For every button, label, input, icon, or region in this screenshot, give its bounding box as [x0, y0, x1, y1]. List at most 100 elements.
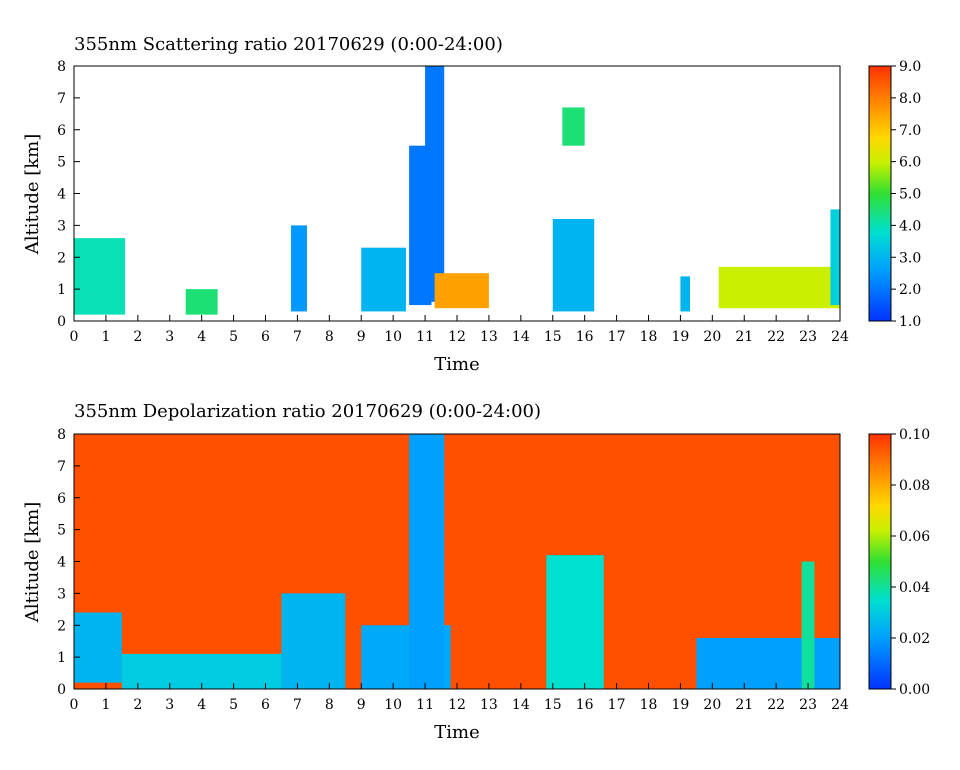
x-tick-label: 11 — [416, 697, 434, 713]
heatmap-region — [74, 612, 122, 683]
x-tick-label: 19 — [672, 329, 690, 345]
y-tick-label: 0 — [57, 682, 66, 698]
y-tick-label: 1 — [57, 282, 66, 298]
y-tick-label: 7 — [57, 459, 66, 475]
colorbar-tick-label: 1.0 — [899, 314, 921, 330]
x-tick-label: 15 — [544, 329, 562, 345]
x-tick-label: 12 — [448, 329, 466, 345]
colorbar-tick-label: 0.10 — [899, 427, 930, 443]
x-tick-label: 4 — [197, 697, 206, 713]
colorbar-tick-label: 3.0 — [899, 250, 921, 266]
heatmap-region — [696, 638, 840, 689]
x-tick-label: 0 — [70, 329, 79, 345]
x-tick-label: 14 — [512, 329, 530, 345]
y-tick-label: 4 — [57, 187, 66, 203]
x-tick-label: 20 — [703, 697, 721, 713]
colorbar-tick-label: 0.02 — [899, 631, 930, 647]
colorbar-ticks: 0.00 0.02 0.04 0.06 0.08 0.10 — [891, 427, 930, 698]
chart-title: 355nm Depolarization ratio 20170629 (0:0… — [74, 401, 541, 422]
chart-title: 355nm Scattering ratio 20170629 (0:00-24… — [74, 34, 503, 55]
x-axis-label: Time — [434, 722, 479, 743]
x-tick-label: 22 — [767, 697, 785, 713]
x-tick-label: 24 — [831, 329, 849, 345]
x-tick-label: 4 — [197, 329, 206, 345]
panel-depolarization-ratio: 355nm Depolarization ratio 20170629 (0:0… — [22, 401, 930, 743]
x-tick-label: 24 — [831, 697, 849, 713]
x-tick-label: 13 — [480, 697, 498, 713]
heatmap-region — [409, 434, 445, 689]
y-axis-label: Altitude [km] — [22, 134, 43, 256]
x-tick-label: 11 — [416, 329, 434, 345]
x-tick-label: 3 — [165, 697, 174, 713]
y-tick-label: 8 — [57, 427, 66, 443]
heatmap-region — [830, 209, 840, 306]
y-tick-label: 8 — [57, 59, 66, 75]
x-tick-label: 20 — [703, 329, 721, 345]
y-tick-label: 0 — [57, 314, 66, 330]
y-tick-label: 4 — [57, 555, 66, 571]
y-tick-label: 6 — [57, 123, 66, 139]
heatmap-data — [74, 66, 840, 315]
y-tick-label: 5 — [57, 523, 66, 539]
y-tick-label: 7 — [57, 91, 66, 107]
heatmap-region — [74, 238, 126, 315]
x-tick-label: 10 — [384, 697, 402, 713]
colorbar-tick-label: 0.00 — [899, 682, 930, 698]
colorbar-tick-label: 4.0 — [899, 218, 921, 234]
x-tick-label: 3 — [165, 329, 174, 345]
heatmap-region — [680, 276, 690, 312]
x-tick-label: 9 — [357, 697, 366, 713]
x-tick-label: 12 — [448, 697, 466, 713]
colorbar-tick-label: 2.0 — [899, 282, 921, 298]
heatmap-region — [718, 266, 840, 309]
x-tick-label: 16 — [576, 329, 594, 345]
heatmap-region — [291, 225, 307, 312]
x-tick-label: 22 — [767, 329, 785, 345]
x-tick-label: 0 — [70, 697, 79, 713]
x-tick-label: 8 — [325, 697, 334, 713]
x-tick-label: 1 — [101, 697, 110, 713]
colorbar-tick-label: 8.0 — [899, 91, 921, 107]
x-tick-label: 2 — [133, 697, 142, 713]
heatmap-region — [434, 273, 489, 309]
x-tick-label: 17 — [608, 329, 626, 345]
colorbar — [868, 433, 892, 690]
y-tick-label: 3 — [57, 586, 66, 602]
panel-scattering-ratio: 355nm Scattering ratio 20170629 (0:00-24… — [22, 34, 921, 375]
colorbar-tick-label: 6.0 — [899, 155, 921, 171]
x-tick-label: 10 — [384, 329, 402, 345]
x-tick-label: 13 — [480, 329, 498, 345]
x-tick-label: 5 — [229, 329, 238, 345]
x-tick-label: 16 — [576, 697, 594, 713]
x-tick-label: 8 — [325, 329, 334, 345]
y-tick-label: 5 — [57, 155, 66, 171]
heatmap-region — [562, 107, 585, 146]
x-tick-label: 23 — [799, 329, 817, 345]
heatmap-region — [546, 555, 604, 689]
colorbar-tick-label: 7.0 — [899, 123, 921, 139]
x-tick-label: 21 — [735, 697, 753, 713]
colorbar-tick-label: 0.08 — [899, 478, 930, 494]
y-axis-label: Altitude [km] — [22, 502, 43, 624]
x-tick-label: 7 — [293, 697, 302, 713]
y-tick-label: 1 — [57, 650, 66, 666]
y-tick-label: 2 — [57, 250, 66, 266]
x-tick-label: 17 — [608, 697, 626, 713]
axis-ticks: 0 1 2 3 4 5 6 7 8 9 10 11 12 13 14 15 16 17 18 19 20 21 22 23 24… — [57, 59, 849, 345]
x-tick-label: 18 — [640, 329, 658, 345]
axis-ticks: 0 1 2 3 4 5 6 7 8 9 10 11 12 13 14 15 16 17 18 19 20 21 22 23 24… — [57, 427, 849, 713]
y-tick-label: 6 — [57, 491, 66, 507]
x-tick-label: 15 — [544, 697, 562, 713]
heatmap-region — [552, 219, 595, 312]
y-tick-label: 2 — [57, 618, 66, 634]
x-tick-label: 19 — [672, 697, 690, 713]
x-tick-label: 9 — [357, 329, 366, 345]
x-tick-label: 18 — [640, 697, 658, 713]
colorbar-ticks: 1.0 2.0 3.0 4.0 5.0 6.0 7.0 8.0 9.0 — [891, 59, 921, 330]
y-tick-label: 3 — [57, 218, 66, 234]
x-tick-label: 5 — [229, 697, 238, 713]
colorbar-tick-label: 5.0 — [899, 187, 921, 203]
x-tick-label: 6 — [261, 329, 270, 345]
x-tick-label: 21 — [735, 329, 753, 345]
